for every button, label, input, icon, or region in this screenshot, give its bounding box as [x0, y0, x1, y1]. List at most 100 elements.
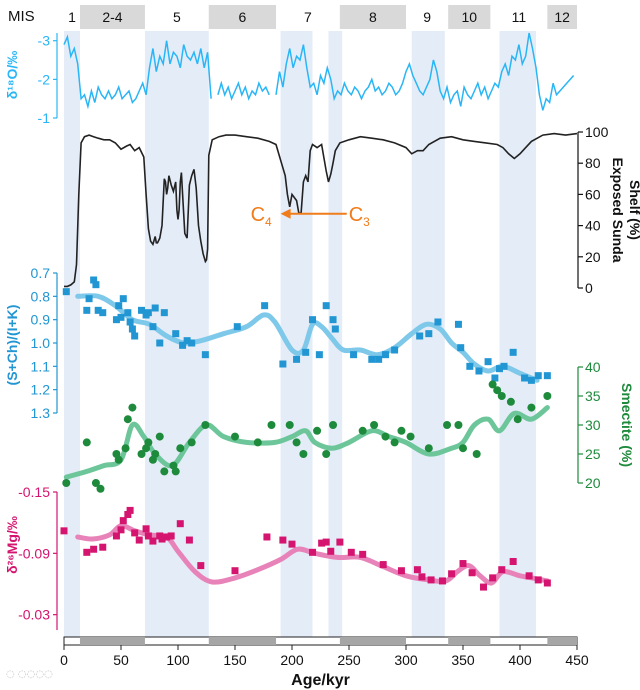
shelf-ylabel-2: Shelf (%)	[627, 180, 640, 240]
smectite-point	[406, 432, 415, 441]
x-strip-cell-3	[208, 637, 277, 645]
interglacial-band-0	[64, 31, 80, 637]
c3-label: C3	[349, 204, 370, 229]
ratio-point	[115, 302, 123, 310]
ratio-point	[99, 309, 107, 317]
d26Mg-point	[158, 535, 166, 543]
ratio-point	[416, 332, 424, 340]
x-axis: 0 50 100 150 200 250 300 350 400 450 Age/kyr	[60, 636, 589, 689]
x-tick-label-7: 350	[451, 652, 475, 668]
d26Mg-point	[525, 572, 533, 580]
ratio-point	[434, 318, 442, 326]
x-tick-label-3: 150	[223, 652, 247, 668]
x-strip-cell-9	[547, 637, 577, 645]
ratio-point	[543, 372, 551, 380]
d26Mg-point	[124, 510, 132, 518]
smectite-point	[454, 421, 463, 429]
ratio-point	[172, 330, 180, 338]
mis-stage-8: 8	[369, 9, 377, 25]
smectite-point	[424, 444, 433, 453]
d26Mg-point	[135, 536, 143, 544]
ratio-tick-label-2: 0.9	[31, 312, 51, 328]
smectite-point	[370, 421, 379, 429]
mis-stage-5: 5	[173, 9, 181, 25]
d18O-ylabel: δ¹⁸O/‰	[4, 51, 20, 100]
x-tick-label-4: 200	[280, 652, 304, 668]
smectite-point	[114, 455, 123, 464]
ratio-point	[350, 351, 358, 359]
shelf-tick-label-5: 100	[585, 124, 609, 140]
ratio-point	[119, 295, 127, 303]
d26Mg-point	[438, 577, 446, 585]
smectite-point	[488, 380, 497, 389]
smectite-point	[285, 421, 294, 429]
d26Mg-point	[379, 561, 387, 569]
smectite-point	[506, 397, 515, 406]
smectite-point	[121, 444, 130, 453]
ratio-point	[126, 318, 134, 326]
d26Mg-point	[117, 526, 125, 534]
smectite-point	[292, 438, 301, 447]
shelf-ylabel-1: Exposed Sunda	[610, 157, 626, 262]
d26Mg-point	[509, 558, 517, 566]
d26Mg-point	[448, 570, 456, 578]
ratio-tick-label-4: 1.1	[31, 358, 51, 374]
smectite-point	[155, 432, 164, 441]
d26Mg-point	[327, 547, 335, 555]
d26Mg-point	[309, 548, 317, 556]
ratio-point	[454, 320, 462, 328]
ratio-point	[85, 295, 93, 303]
smectite-fit	[63, 405, 550, 480]
smectite-point	[187, 438, 196, 447]
ratio-point	[92, 281, 100, 289]
d26Mg-point	[90, 545, 98, 553]
smectite-point	[513, 415, 522, 424]
ratio-point	[188, 339, 196, 347]
smectite-point	[493, 386, 502, 395]
ratio-point	[131, 332, 139, 340]
d26Mg-point	[397, 567, 405, 575]
d18O-tick-label-1: -2	[38, 71, 51, 87]
smectite-tick-label-3: 35	[585, 388, 601, 404]
mis-label: MIS	[8, 8, 35, 25]
smectite-tick-label-0: 20	[585, 475, 601, 491]
ratio-point	[94, 306, 102, 314]
smectite-point	[62, 479, 71, 487]
smectite-point	[267, 421, 276, 429]
d26Mg-point	[83, 548, 91, 556]
d26Mg-point	[60, 527, 68, 535]
ratio-point	[179, 341, 187, 349]
mis-cell-7	[448, 5, 491, 29]
mis-cell-9	[547, 5, 577, 29]
d26Mg-point	[498, 566, 506, 574]
ratio-point	[495, 365, 503, 373]
ratio-point	[293, 355, 301, 363]
smectite-point	[390, 438, 399, 447]
smectite-panel: 20 25 30 35 40 Smectite (%)	[62, 359, 635, 493]
ratio-point	[484, 358, 492, 366]
smectite-point	[358, 426, 367, 435]
x-tick-label-9: 450	[565, 652, 589, 668]
smectite-ylabel: Smectite (%)	[619, 383, 635, 467]
d26Mg-point	[176, 520, 184, 528]
smectite-point	[472, 450, 481, 458]
mis-stage-1: 1	[68, 9, 76, 25]
ratio-point	[112, 316, 120, 324]
d26Mg-point	[288, 540, 296, 548]
d26Mg-panel: -0.03 -0.09 -0.15 δ²⁶Mg/‰	[4, 484, 551, 630]
ratio-point	[381, 351, 389, 359]
watermark: ◌ ◌◌◌◌	[6, 669, 53, 680]
smectite-point	[137, 450, 146, 458]
d26Mg-point	[144, 532, 152, 540]
interglacial-band-5	[499, 31, 536, 637]
smectite-point	[144, 438, 153, 447]
smectite-point	[527, 403, 536, 412]
ratio-point	[457, 344, 465, 352]
d18O-series	[63, 32, 575, 111]
d26Mg-point	[231, 567, 239, 575]
ratio-point	[368, 355, 376, 363]
mis-cell-5	[339, 5, 406, 29]
ratio-tick-label-1: 0.8	[31, 288, 51, 304]
ratio-point	[149, 323, 157, 331]
ratio-point	[151, 304, 159, 312]
